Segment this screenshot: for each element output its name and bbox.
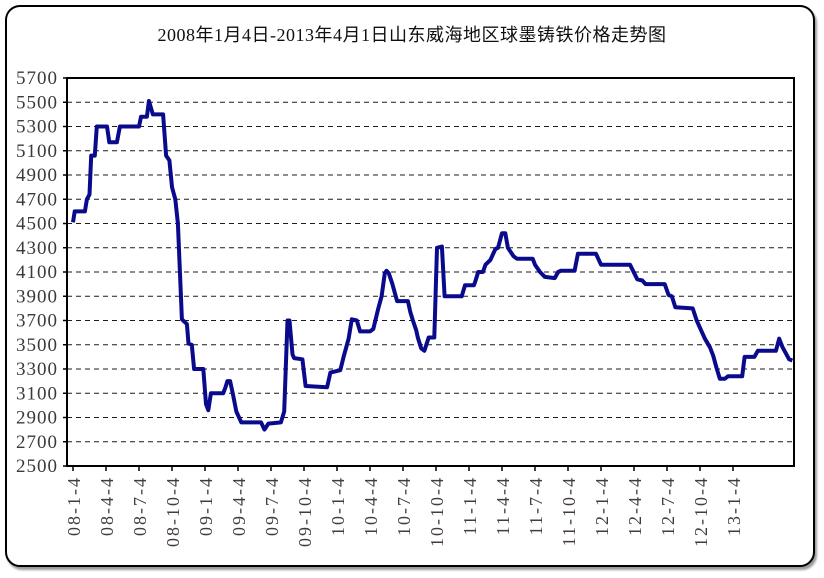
y-axis-label: 3700 [16,311,58,332]
x-axis-label: 11-7-4 [526,476,546,535]
chart-window [5,5,815,567]
x-axis-label: 09-1-4 [196,476,216,536]
x-axis-label: 10-1-4 [328,476,348,536]
x-axis-label: 08-4-4 [97,476,117,536]
y-axis-label: 2900 [16,408,58,429]
price-line [71,99,794,432]
y-axis-label: 5300 [16,117,58,138]
y-axis-label: 4300 [16,238,58,259]
y-axis-label: 2500 [16,456,58,477]
y-axis-label: 4700 [16,189,58,210]
y-axis-label: 4500 [16,214,58,235]
x-axis-label: 12-7-4 [658,476,678,536]
y-axis-label: 3500 [16,335,58,356]
x-axis-label: 08-1-4 [64,476,84,536]
x-axis-label: 11-4-4 [493,476,513,535]
y-axis-label: 3100 [16,383,58,404]
x-axis-label: 11-1-4 [460,476,480,535]
x-axis-label: 08-10-4 [163,476,183,547]
x-axis-label: 08-7-4 [130,476,150,536]
x-axis-label: 12-1-4 [592,476,612,536]
y-axis-label: 5500 [16,92,58,113]
x-axis-label: 09-4-4 [229,476,249,536]
y-axis-label: 5100 [16,141,58,162]
x-axis-label: 10-10-4 [427,476,447,547]
y-axis-label: 3300 [16,359,58,380]
y-axis-label: 5700 [16,68,58,89]
x-axis-label: 13-1-4 [724,476,744,536]
x-axis-label: 10-4-4 [361,476,381,536]
x-axis-label: 10-7-4 [394,476,414,536]
x-axis-label: 12-10-4 [691,476,711,547]
y-axis-label: 2700 [16,432,58,453]
x-axis-label: 09-10-4 [295,476,315,547]
x-axis-label: 09-7-4 [262,476,282,536]
y-axis-label: 3900 [16,286,58,307]
y-axis-label: 4100 [16,262,58,283]
x-axis-label: 12-4-4 [625,476,645,536]
chart-title: 2008年1月4日-2013年4月1日山东威海地区球墨铸铁价格走势图 [157,25,667,45]
x-axis-label: 11-10-4 [559,476,579,546]
y-axis-label: 4900 [16,165,58,186]
